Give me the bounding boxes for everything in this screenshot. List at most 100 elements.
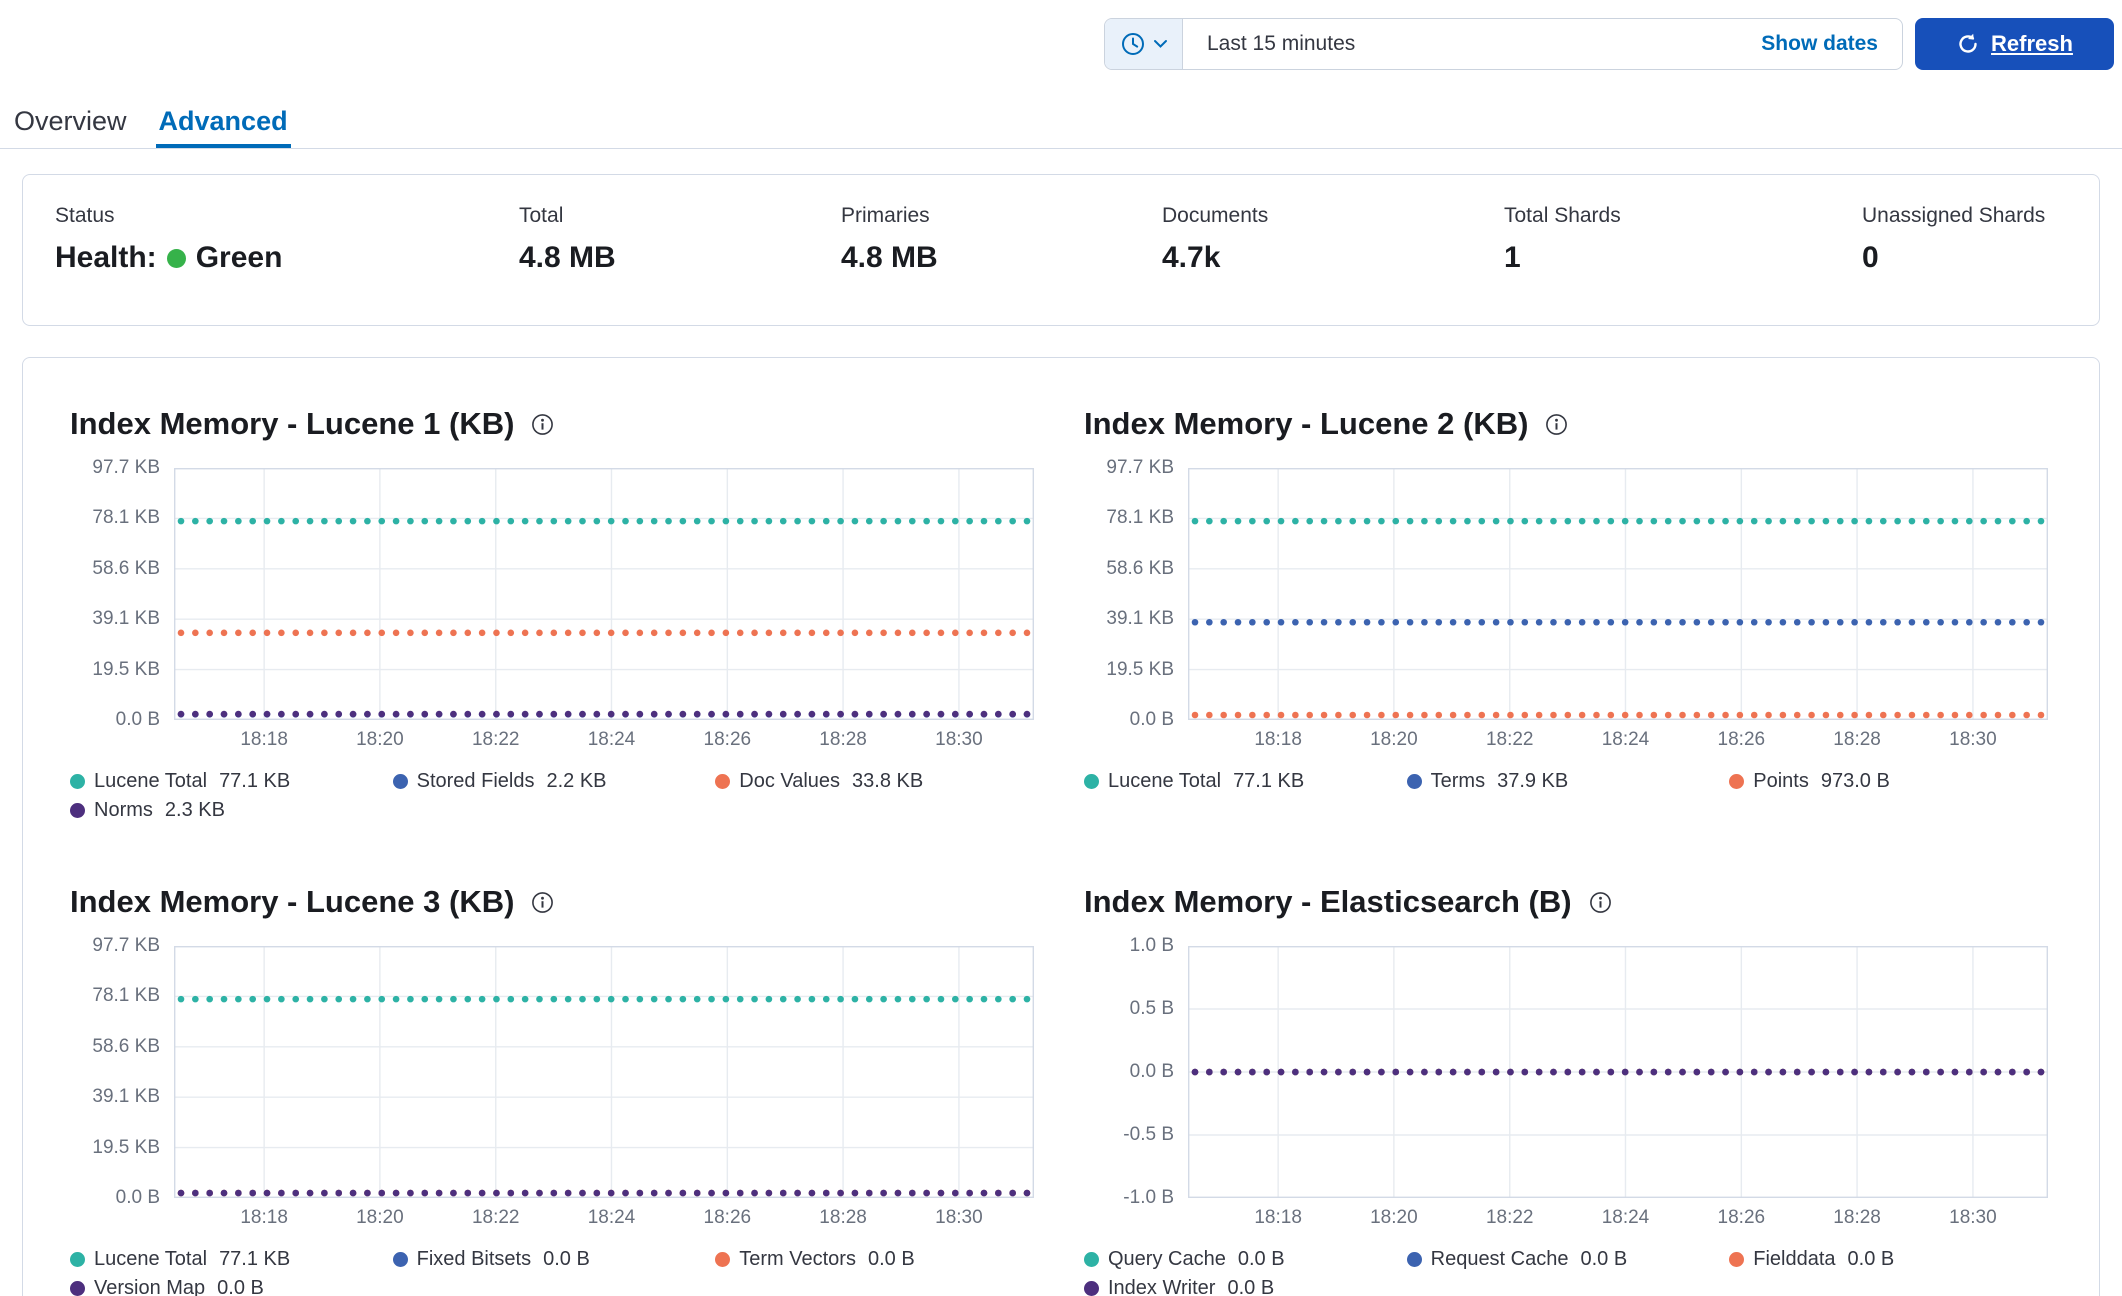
time-range-display[interactable]: Last 15 minutes (1207, 32, 1356, 55)
y-axis-label: 19.5 KB (92, 658, 160, 680)
legend-series-dot (1729, 774, 1745, 789)
legend-item: Lucene Total 77.1 KB (70, 1248, 393, 1271)
chart-title: Index Memory - Elasticsearch (B) (1084, 884, 1572, 919)
legend-value: 0.0 B (1847, 1248, 1895, 1270)
chart-plot[interactable] (173, 945, 1038, 1199)
legend-item: Term Vectors 0.0 B (715, 1248, 1038, 1271)
chart-title-row: Index Memory - Elasticsearch (B) (1084, 884, 2052, 920)
legend-value: 2.2 KB (546, 770, 607, 792)
tab-overview[interactable]: Overview (14, 105, 127, 136)
legend-item: Query Cache 0.0 B (1084, 1248, 1407, 1271)
x-axis-label: 18:26 (703, 1207, 752, 1228)
x-axis-label: 18:20 (356, 1207, 404, 1228)
y-axis: 97.7 KB 78.1 KB 58.6 KB 39.1 KB 19.5 KB 0.0 B (70, 935, 174, 1208)
time-picker-quick-menu-button[interactable] (1105, 19, 1183, 69)
chart-legend: Lucene Total 77.1 KB Stored Fields 2.2 KB Do… (70, 770, 1038, 822)
legend-item: Index Writer 0.0 B (1084, 1277, 1407, 1296)
legend-value: 0.0 B (1580, 1248, 1628, 1270)
series-line-index-writer (1191, 1068, 2045, 1076)
chart-title-row: Index Memory - Lucene 1 (KB) (70, 406, 1038, 442)
stat-total: Total 4.8 MB (519, 204, 616, 275)
legend-series-dot (1084, 774, 1099, 789)
legend-label: Version Map (94, 1277, 206, 1296)
legend-item: Points 973.0 B (1729, 770, 2052, 793)
stat-value: 4.8 MB (841, 241, 938, 274)
chart-block: Index Memory - Lucene 3 (KB) 97.7 KB 78.1 … (70, 884, 1038, 1296)
stat-label: Total Shards (1504, 204, 1621, 227)
legend-label: Stored Fields (416, 770, 535, 792)
x-axis-label: 18:28 (1833, 729, 1881, 750)
legend-value: 37.9 KB (1497, 770, 1569, 792)
legend-series-dot (1406, 1252, 1422, 1267)
x-axis-label: 18:20 (1370, 1207, 1418, 1228)
refresh-button[interactable]: Refresh (1915, 18, 2114, 70)
y-axis-label: 78.1 KB (1106, 507, 1174, 529)
chart-body: 97.7 KB 78.1 KB 58.6 KB 39.1 KB 19.5 KB 0.0 B (1084, 457, 2052, 730)
health-prefix: Health: (55, 241, 157, 274)
y-axis-label: 39.1 KB (92, 1086, 160, 1108)
legend-series-dot (1729, 1252, 1745, 1267)
chart-block: Index Memory - Lucene 2 (KB) 97.7 KB 78.1 … (1084, 406, 2052, 822)
chart-title: Index Memory - Lucene 3 (KB) (70, 884, 515, 919)
x-axis: 18:18 18:20 18:22 18:24 18:26 18:28 18:30 (174, 1207, 1038, 1235)
chart-title-row: Index Memory - Lucene 3 (KB) (70, 884, 1038, 920)
x-axis-label: 18:20 (356, 729, 404, 750)
series-line-lucene-total (1191, 517, 2045, 525)
legend-value: 2.3 KB (164, 799, 225, 821)
chart-body: 1.0 B 0.5 B 0.0 B -0.5 B -1.0 B (1084, 935, 2052, 1208)
show-dates-link[interactable]: Show dates (1761, 32, 1878, 55)
info-icon[interactable] (531, 891, 554, 914)
tab-advanced[interactable]: Advanced (156, 94, 291, 148)
x-axis-label: 18:24 (587, 1207, 636, 1228)
legend-series-dot (1406, 774, 1422, 789)
legend-series-dot (70, 803, 85, 818)
time-picker[interactable]: Last 15 minutes Show dates (1104, 18, 1903, 70)
health-value: Green (195, 241, 283, 274)
x-axis: 18:18 18:20 18:22 18:24 18:26 18:28 18:30 (174, 729, 1038, 757)
y-axis-label: 58.6 KB (92, 1035, 160, 1057)
chart-body: 97.7 KB 78.1 KB 58.6 KB 39.1 KB 19.5 KB 0.0 B (70, 935, 1038, 1208)
legend-value: 33.8 KB (852, 770, 924, 792)
y-axis-label: 0.0 B (115, 709, 160, 730)
legend-value: 0.0 B (1237, 1248, 1285, 1270)
stat-primaries: Primaries 4.8 MB (841, 204, 938, 275)
clock-icon (1120, 31, 1146, 57)
stat-label: Total (519, 204, 564, 227)
info-icon[interactable] (1589, 891, 1612, 914)
y-axis-label: 1.0 B (1129, 935, 1174, 956)
legend-item: Norms 2.3 KB (70, 799, 393, 822)
health-status-icon (166, 248, 186, 268)
y-axis-label: 97.7 KB (92, 457, 160, 478)
stat-documents: Documents 4.7k (1162, 204, 1268, 275)
chart-plot[interactable] (173, 467, 1038, 721)
info-icon[interactable] (531, 413, 554, 436)
series-line-lucene-total (177, 517, 1031, 525)
legend-item: Lucene Total 77.1 KB (70, 770, 393, 793)
legend-label: Terms (1430, 770, 1486, 792)
legend-label: Fielddata (1753, 1248, 1836, 1270)
legend-value: 0.0 B (217, 1277, 264, 1296)
y-axis: 97.7 KB 78.1 KB 58.6 KB 39.1 KB 19.5 KB 0.0 B (1084, 457, 1188, 730)
x-axis-label: 18:18 (240, 729, 288, 750)
x-axis: 18:18 18:20 18:22 18:24 18:26 18:28 18:30 (1188, 1207, 2052, 1235)
x-axis-label: 18:22 (1485, 729, 1534, 750)
legend-value: 77.1 KB (1233, 770, 1305, 792)
legend-item: Version Map 0.0 B (70, 1277, 393, 1296)
legend-label: Query Cache (1108, 1248, 1226, 1270)
legend-item: Lucene Total 77.1 KB (1084, 770, 1407, 793)
chart-plot[interactable] (1187, 945, 2052, 1199)
stat-value: 4.8 MB (519, 241, 616, 274)
y-axis-label: 39.1 KB (1106, 608, 1174, 630)
chart-plot[interactable] (1187, 467, 2052, 721)
stat-total-shards: Total Shards 1 (1504, 204, 1621, 275)
y-axis-label: 97.7 KB (1106, 457, 1174, 478)
legend-series-dot (392, 774, 408, 789)
summary-panel: Status Health: Green Total 4.8 MB Primar… (22, 174, 2100, 326)
chart-legend: Lucene Total 77.1 KB Fixed Bitsets 0.0 B Ter… (70, 1248, 1038, 1296)
y-axis-label: 19.5 KB (92, 1136, 160, 1158)
info-icon[interactable] (1545, 413, 1568, 436)
legend-item: Terms 37.9 KB (1406, 770, 1730, 793)
x-axis-label: 18:30 (1949, 729, 1997, 750)
stat-unassigned-shards: Unassigned Shards 0 (1862, 204, 2045, 275)
y-axis-label: -0.5 B (1123, 1124, 1174, 1145)
